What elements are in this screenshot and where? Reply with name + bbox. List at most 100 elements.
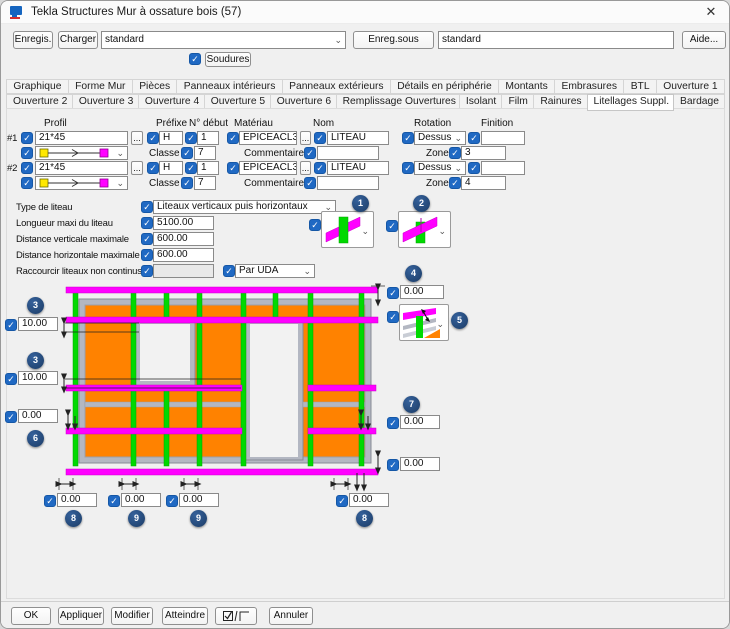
row2-finition-checkbox[interactable] <box>468 162 480 174</box>
tab-litellages-suppl[interactable]: Litellages Suppl. <box>586 94 675 111</box>
dim-left2-checkbox[interactable] <box>5 373 17 385</box>
row2-classe-field[interactable]: 7 <box>194 176 216 190</box>
tab-panneaux-exterieurs[interactable]: Panneaux extérieurs <box>281 79 391 94</box>
longueur-maxi-checkbox[interactable] <box>141 217 153 229</box>
tab-graphique[interactable]: Graphique <box>6 79 69 94</box>
tab-montants[interactable]: Montants <box>498 79 556 94</box>
row1-nom-checkbox[interactable] <box>314 132 326 144</box>
dim-bottom1-checkbox[interactable] <box>44 495 56 507</box>
row1-profil-browse-button[interactable]: ... <box>131 131 143 145</box>
save-button[interactable]: Enregis. <box>13 31 53 49</box>
dim-left3-field[interactable]: 0.00 <box>18 409 58 423</box>
row2-debut-field[interactable]: 1 <box>197 161 219 175</box>
save-as-input[interactable]: standard <box>438 31 674 49</box>
dim-left1-field[interactable]: 10.00 <box>18 317 58 331</box>
tab-panneaux-interieurs[interactable]: Panneaux intérieurs <box>176 79 283 94</box>
dim-left3-checkbox[interactable] <box>5 411 17 423</box>
priority2-select[interactable] <box>398 211 451 248</box>
tab-pieces[interactable]: Pièces <box>131 79 178 94</box>
row1-debut-checkbox[interactable] <box>185 132 197 144</box>
distance-horizontale-checkbox[interactable] <box>141 249 153 261</box>
row1-nom-field[interactable]: LITEAU <box>327 131 389 145</box>
welds-checkbox[interactable] <box>189 53 201 65</box>
tab-film[interactable]: Film <box>501 94 535 109</box>
priority1-checkbox[interactable] <box>309 219 321 231</box>
distance-verticale-checkbox[interactable] <box>141 233 153 245</box>
row1-commentaire-field[interactable] <box>317 146 379 160</box>
row1-profile-graphic-select[interactable] <box>35 146 128 160</box>
ok-button[interactable]: OK <box>11 607 51 625</box>
row2-materiau-checkbox[interactable] <box>227 162 239 174</box>
dim-bottom3-checkbox[interactable] <box>166 495 178 507</box>
row1-graphic-checkbox[interactable] <box>21 147 33 159</box>
tab-ouverture-3[interactable]: Ouverture 3 <box>71 94 139 109</box>
row1-finition-field[interactable] <box>481 131 525 145</box>
preset-select[interactable]: standard <box>101 31 346 49</box>
type-liteau-checkbox[interactable] <box>141 201 153 213</box>
dim-right2-field[interactable]: 0.00 <box>400 415 440 429</box>
row1-rotation-select[interactable]: Dessus <box>414 131 466 145</box>
toggle-all-checkboxes-button[interactable] <box>215 607 257 625</box>
row1-classe-field[interactable]: 7 <box>194 146 216 160</box>
dim-bottom2-field[interactable]: 0.00 <box>121 493 161 507</box>
help-button[interactable]: Aide... <box>682 31 726 49</box>
row2-rotation-select[interactable]: Dessus <box>414 161 466 175</box>
save-as-button[interactable]: Enreg.sous <box>353 31 434 49</box>
dim-bottom1-field[interactable]: 0.00 <box>57 493 97 507</box>
longueur-maxi-field[interactable]: 5100.00 <box>153 216 214 230</box>
row2-rotation-checkbox[interactable] <box>402 162 414 174</box>
welds-label[interactable]: Soudures <box>205 52 251 67</box>
dim-bottom4-checkbox[interactable] <box>336 495 348 507</box>
tab-ouverture-5[interactable]: Ouverture 5 <box>203 94 271 109</box>
uda-checkbox[interactable] <box>223 265 235 277</box>
layer-position-checkbox[interactable] <box>387 311 399 323</box>
row2-finition-field[interactable] <box>481 161 525 175</box>
tab-ouverture-1[interactable]: Ouverture 1 <box>655 79 726 94</box>
row2-zone-field[interactable]: 4 <box>461 176 506 190</box>
dim-right1-field[interactable]: 0.00 <box>400 285 444 299</box>
tab-bardage[interactable]: Bardage <box>673 94 725 109</box>
row2-prefixe-field[interactable]: H <box>159 161 183 175</box>
tab-rainures[interactable]: Rainures <box>533 94 588 109</box>
modify-button[interactable]: Modifier <box>111 607 153 625</box>
tab-ouverture-6[interactable]: Ouverture 6 <box>269 94 337 109</box>
row2-profil-field[interactable]: 21*45 <box>35 161 128 175</box>
distance-verticale-field[interactable]: 600.00 <box>153 232 214 246</box>
type-liteau-select[interactable]: Liteaux verticaux puis horizontaux <box>153 200 336 214</box>
tab-ouverture-2[interactable]: Ouverture 2 <box>6 94 73 109</box>
priority1-select[interactable] <box>321 211 374 248</box>
row2-commentaire-checkbox[interactable] <box>304 177 316 189</box>
row1-debut-field[interactable]: 1 <box>197 131 219 145</box>
row1-zone-checkbox[interactable] <box>449 147 461 159</box>
priority2-checkbox[interactable] <box>386 220 398 232</box>
row1-materiau-browse-button[interactable]: ... <box>300 131 311 145</box>
row1-classe-checkbox[interactable] <box>181 147 193 159</box>
layer-position-select[interactable] <box>399 304 449 341</box>
row2-materiau-browse-button[interactable]: ... <box>300 161 311 175</box>
row2-commentaire-field[interactable] <box>317 176 379 190</box>
row1-commentaire-checkbox[interactable] <box>304 147 316 159</box>
dim-bottom4-field[interactable]: 0.00 <box>349 493 389 507</box>
close-icon[interactable]: ✕ <box>705 4 717 19</box>
row2-debut-checkbox[interactable] <box>185 162 197 174</box>
dim-left2-field[interactable]: 10.00 <box>18 371 58 385</box>
distance-horizontale-field[interactable]: 600.00 <box>153 248 214 262</box>
row2-nom-checkbox[interactable] <box>314 162 326 174</box>
row2-profile-graphic-select[interactable] <box>35 176 128 190</box>
row2-zone-checkbox[interactable] <box>449 177 461 189</box>
dim-bottom2-checkbox[interactable] <box>108 495 120 507</box>
row1-rotation-checkbox[interactable] <box>402 132 414 144</box>
row1-profil-field[interactable]: 21*45 <box>35 131 128 145</box>
dim-left1-checkbox[interactable] <box>5 319 17 331</box>
tab-forme-mur[interactable]: Forme Mur <box>67 79 133 94</box>
goto-button[interactable]: Atteindre <box>162 607 208 625</box>
dim-right3-field[interactable]: 0.00 <box>400 457 440 471</box>
load-button[interactable]: Charger <box>58 31 98 49</box>
tab-btl[interactable]: BTL <box>623 79 657 94</box>
row2-prefixe-checkbox[interactable] <box>147 162 159 174</box>
tab-embrasures[interactable]: Embrasures <box>554 79 625 94</box>
row1-prefixe-checkbox[interactable] <box>147 132 159 144</box>
tab-isolant[interactable]: Isolant <box>458 94 503 109</box>
uda-select[interactable]: Par UDA <box>235 264 315 278</box>
dim-right2-checkbox[interactable] <box>387 417 399 429</box>
